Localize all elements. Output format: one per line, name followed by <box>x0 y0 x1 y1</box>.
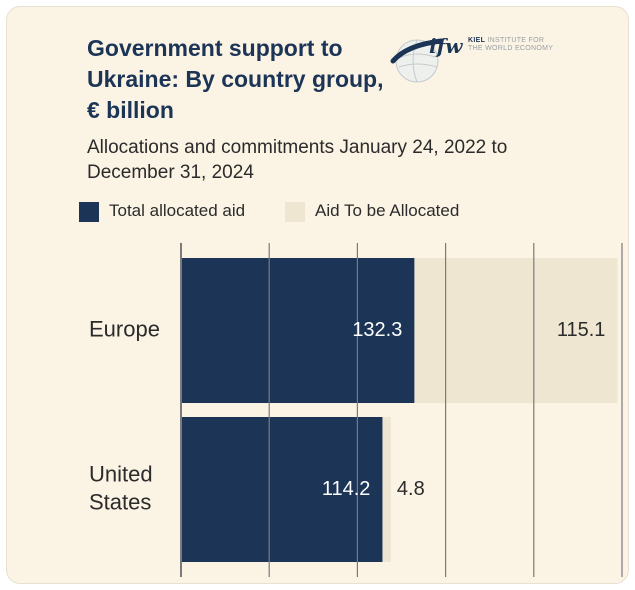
ifw-logo: ifw KIEL INSTITUTE FOR THE WORLD ECONOMY <box>389 21 569 101</box>
legend-swatch-to-be-allocated <box>285 202 305 222</box>
bar-allocated <box>181 417 383 562</box>
bar-chart: Europe 132.3 115.1 United States 114.2 4.8 <box>89 243 623 577</box>
globe-icon <box>390 38 444 83</box>
logo-line1-strong: KIEL <box>468 37 486 44</box>
bar-to-be-allocated <box>382 417 391 562</box>
logo-line2: THE WORLD ECONOMY <box>468 45 554 52</box>
data-label-allocated: 132.3 <box>352 319 402 341</box>
data-label-to-be-allocated: 4.8 <box>397 478 425 500</box>
legend-swatch-allocated <box>79 202 99 222</box>
chart-title: Government support to Ukraine: By countr… <box>87 35 384 123</box>
data-label-to-be-allocated: 115.1 <box>557 319 606 341</box>
bar-to-be-allocated <box>414 258 618 403</box>
category-label: United States <box>89 461 153 514</box>
legend-label-to-be-allocated: Aid To be Allocated <box>315 201 460 220</box>
category-label: Europe <box>89 316 160 341</box>
logo-brand: ifw <box>429 34 463 58</box>
legend: Total allocated aid Aid To be Allocated <box>79 199 579 223</box>
chart-card: Government support to Ukraine: By countr… <box>6 6 629 584</box>
chart-subtitle: Allocations and commitments January 24, … <box>87 137 508 183</box>
logo-institute-name: KIEL INSTITUTE FOR THE WORLD ECONOMY <box>468 37 553 53</box>
bar-allocated <box>181 258 415 403</box>
legend-label-allocated: Total allocated aid <box>109 201 246 220</box>
logo-line1-rest: INSTITUTE FOR <box>485 37 545 44</box>
data-label-allocated: 114.2 <box>322 478 371 500</box>
